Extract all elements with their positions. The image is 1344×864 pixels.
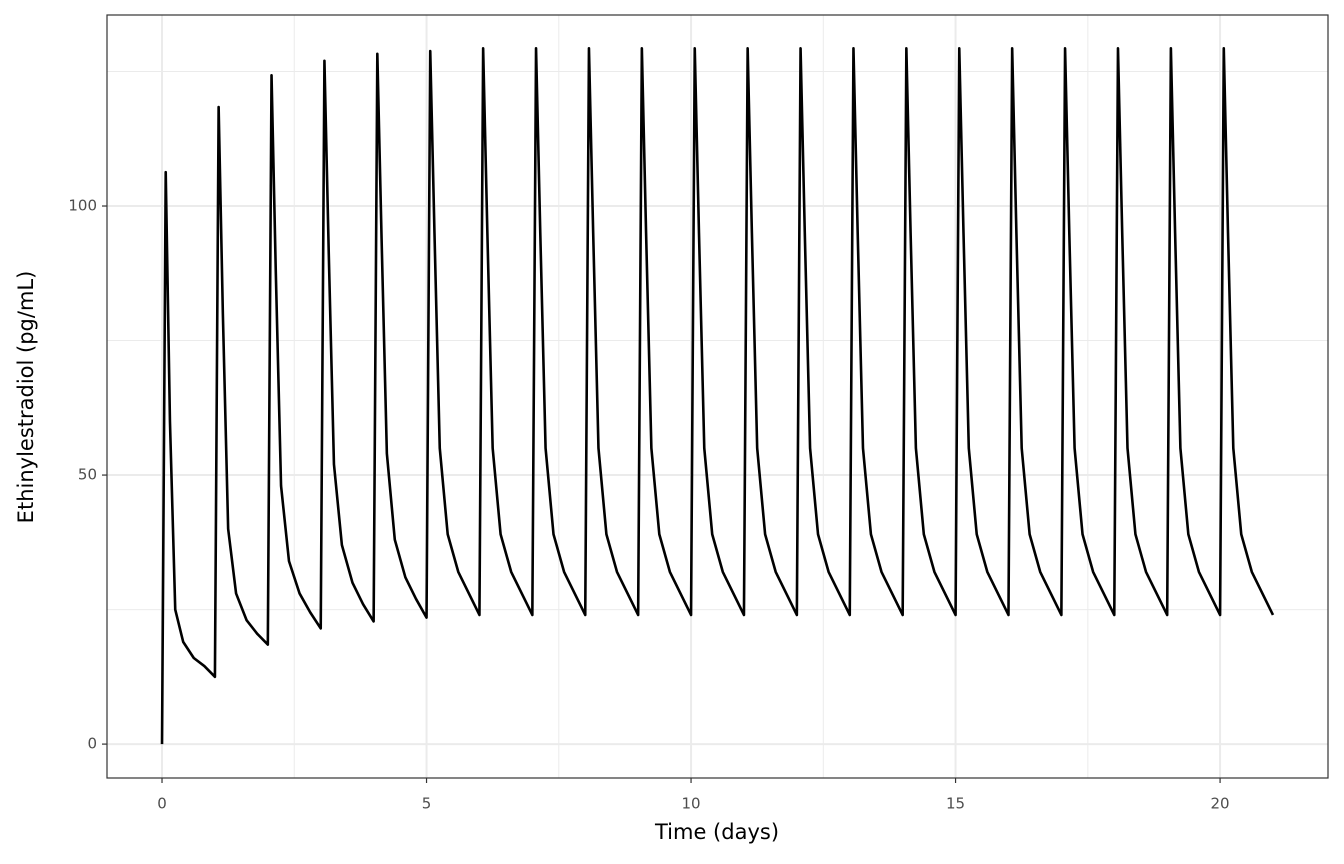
x-tick-label: 20 — [1211, 795, 1230, 813]
x-tick-label: 15 — [946, 795, 965, 813]
x-tick-label: 0 — [157, 795, 167, 813]
plot — [160, 47, 1275, 745]
y-tick-label: 100 — [68, 197, 97, 215]
grid — [107, 15, 1328, 778]
y-tick-label: 0 — [87, 735, 97, 753]
data-line — [160, 47, 1275, 745]
x-tick-label: 5 — [422, 795, 432, 813]
y-axis-title: Ethinylestradiol (pg/mL) — [14, 271, 38, 524]
x-tick-label: 10 — [682, 795, 701, 813]
y-tick-label: 50 — [78, 466, 97, 484]
panel-border — [106, 14, 1329, 779]
x-axis-title: Time (days) — [654, 820, 779, 844]
